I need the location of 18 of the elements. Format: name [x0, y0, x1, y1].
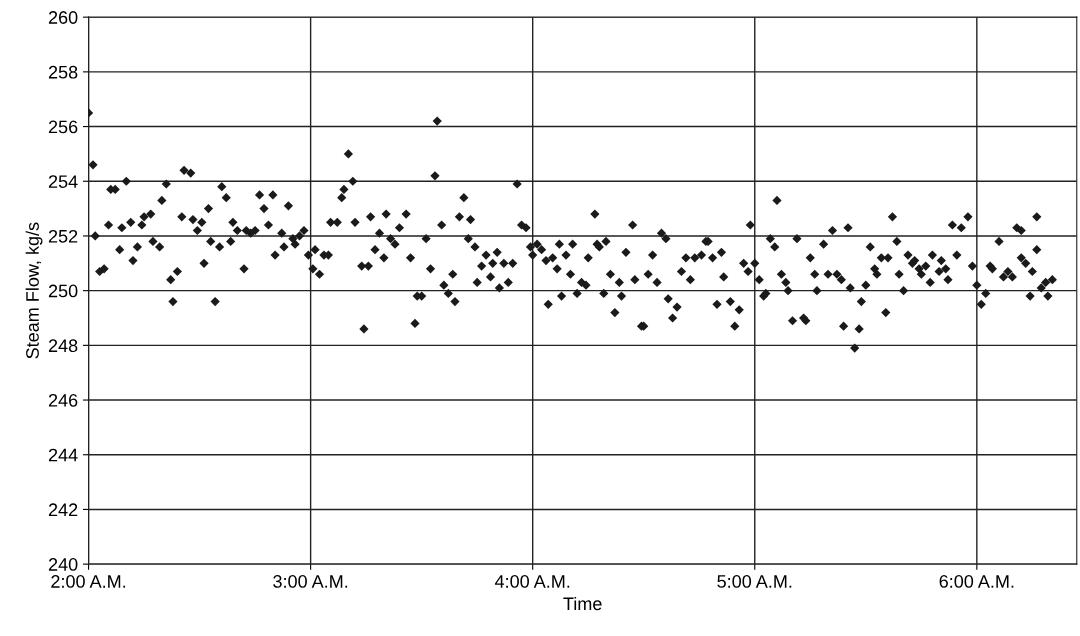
x-tick-label: 6:00 A.M.	[939, 575, 1014, 588]
y-axis-title: Steam Flow, kg/s	[25, 222, 43, 359]
y-tick-label: 240	[48, 558, 78, 571]
x-axis-title: Time	[563, 596, 602, 611]
x-tick-label: 5:00 A.M.	[717, 575, 792, 588]
y-tick-label: 260	[48, 11, 78, 24]
y-tick-label: 244	[48, 448, 78, 462]
y-tick-label: 246	[48, 393, 78, 407]
y-tick-label: 256	[48, 120, 78, 134]
x-tick-label: 3:00 A.M.	[273, 575, 348, 588]
y-tick-label: 258	[48, 65, 78, 79]
y-tick-label: 242	[48, 503, 78, 516]
x-tick-label: 2:00 A.M.	[51, 575, 126, 588]
y-tick-label: 254	[48, 175, 78, 188]
y-tick-label: 250	[48, 284, 78, 298]
y-tick-label: 248	[48, 339, 78, 353]
y-tick-label: 252	[48, 229, 78, 243]
x-tick-label: 4:00 A.M.	[494, 575, 570, 588]
